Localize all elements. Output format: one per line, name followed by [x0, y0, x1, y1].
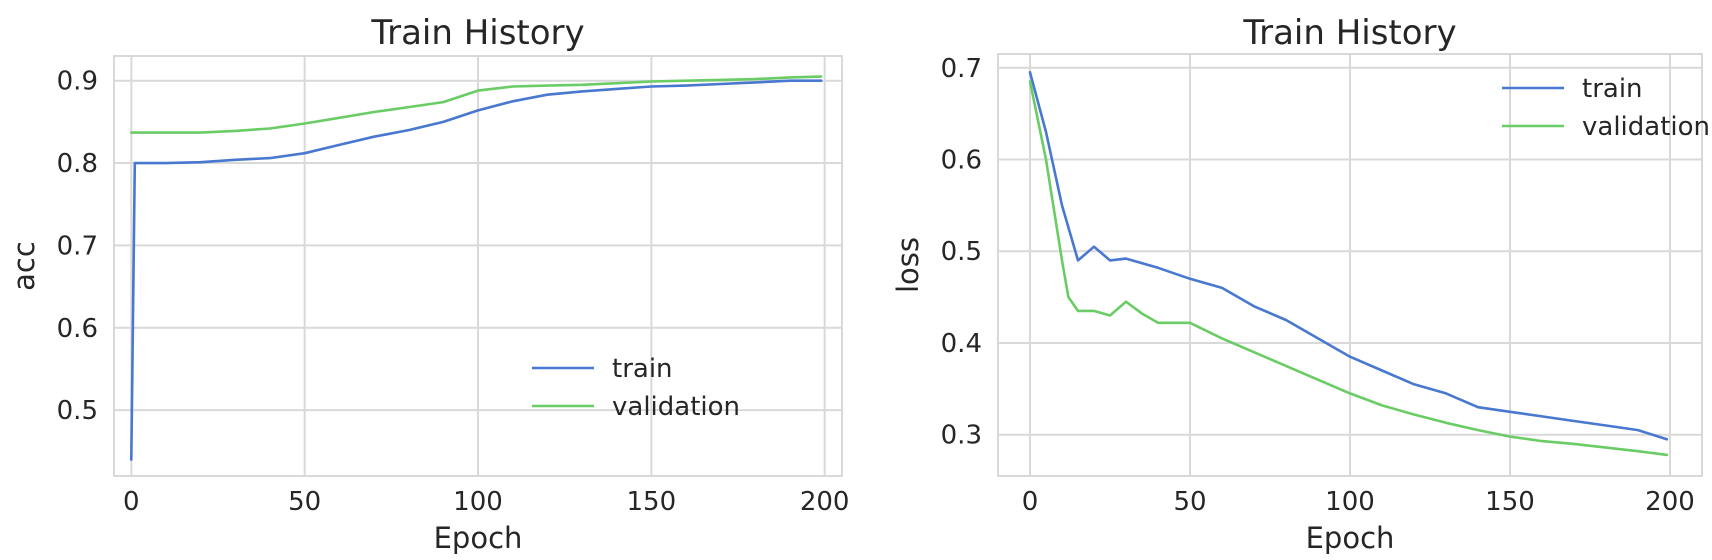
x-tick-label: 50: [288, 487, 321, 517]
x-axis-label: Epoch: [1306, 521, 1395, 555]
series-line-train: [130, 79, 823, 461]
x-tick-label: 200: [800, 487, 850, 517]
loss-chart: 0 50 100 150 200 0.3 0.4 0.5 0.6 0.7 Epoch loss Trai…: [891, 13, 1710, 555]
x-tick-label: 50: [1173, 487, 1206, 517]
legend-label-train: train: [1582, 74, 1643, 104]
x-tick-label: 150: [1485, 487, 1535, 517]
y-tick-label: 0.6: [57, 314, 98, 344]
accuracy-chart: 0 50 100 150 200 0.5 0.6 0.7 0.8 0.9 Epoch acc Train…: [7, 13, 850, 555]
x-axis-label: Epoch: [434, 521, 523, 555]
y-tick-label: 0.8: [57, 149, 98, 179]
y-tick-label: 0.6: [941, 146, 982, 176]
chart-title: Train History: [1242, 13, 1456, 53]
y-tick-label: 0.9: [57, 67, 98, 97]
chart-title: Train History: [370, 13, 584, 53]
y-tick-label: 0.4: [941, 329, 982, 359]
y-axis-label: acc: [7, 241, 41, 291]
x-tick-label: 150: [627, 487, 677, 517]
y-tick-label: 0.5: [941, 237, 982, 267]
x-tick-label: 0: [123, 487, 140, 517]
x-tick-label: 100: [453, 487, 503, 517]
y-axis-label: loss: [891, 237, 925, 293]
plot-frame: [113, 55, 843, 477]
x-tick-label: 200: [1645, 487, 1695, 517]
y-tick-label: 0.3: [941, 421, 982, 451]
series-line-train: [1028, 71, 1669, 441]
series-line-validation: [1028, 80, 1669, 457]
y-tick-label: 0.5: [57, 396, 98, 426]
x-tick-label: 100: [1325, 487, 1375, 517]
plot-frame: [997, 53, 1703, 477]
y-tick-label: 0.7: [57, 231, 98, 261]
legend-label-validation: validation: [612, 392, 740, 422]
legend-label-validation: validation: [1582, 112, 1710, 142]
y-tick-label: 0.7: [941, 54, 982, 84]
x-tick-label: 0: [1022, 487, 1039, 517]
legend-label-train: train: [612, 354, 673, 384]
series-line-validation: [130, 75, 823, 134]
